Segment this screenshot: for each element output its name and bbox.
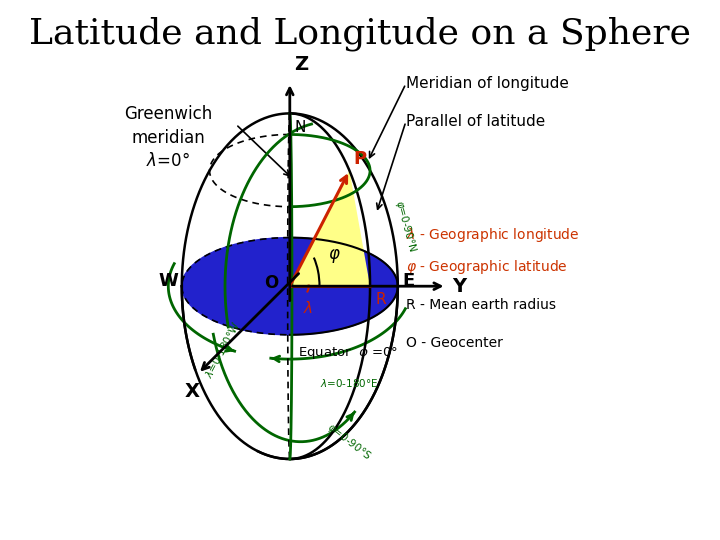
Text: $\lambda$: $\lambda$ <box>303 300 313 316</box>
Text: $\lambda$ - Geographic longitude: $\lambda$ - Geographic longitude <box>406 226 580 244</box>
Ellipse shape <box>181 238 397 335</box>
Text: Latitude and Longitude on a Sphere: Latitude and Longitude on a Sphere <box>29 16 691 51</box>
Text: $\varphi$: $\varphi$ <box>328 247 341 265</box>
Text: X: X <box>185 382 200 401</box>
Text: Parallel of latitude: Parallel of latitude <box>406 114 545 129</box>
Text: Equator  $\varphi$ =0°: Equator $\varphi$ =0° <box>298 345 398 361</box>
Text: R: R <box>375 292 386 307</box>
Text: $\varphi$ - Geographic latitude: $\varphi$ - Geographic latitude <box>406 258 567 276</box>
Text: $\varphi$=0-90°N: $\varphi$=0-90°N <box>392 198 419 253</box>
Text: O: O <box>264 274 278 293</box>
Text: N: N <box>294 120 305 134</box>
Text: P: P <box>354 150 367 168</box>
Text: R - Mean earth radius: R - Mean earth radius <box>406 298 556 312</box>
Polygon shape <box>289 171 370 286</box>
Text: Meridian of longitude: Meridian of longitude <box>406 76 569 91</box>
Text: O - Geocenter: O - Geocenter <box>406 336 503 350</box>
Text: Y: Y <box>452 276 466 296</box>
Text: Z: Z <box>294 55 308 74</box>
Text: $\lambda$=0-180°W: $\lambda$=0-180°W <box>203 319 243 380</box>
Text: $\lambda$=0-180°E: $\lambda$=0-180°E <box>320 377 379 389</box>
Text: W: W <box>159 272 179 290</box>
Text: $\varphi$=0-90°S: $\varphi$=0-90°S <box>324 420 374 463</box>
Text: E: E <box>402 272 415 290</box>
Text: Greenwich
meridian
$\lambda$=0°: Greenwich meridian $\lambda$=0° <box>124 105 212 171</box>
